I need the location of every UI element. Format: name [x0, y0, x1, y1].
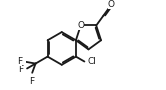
Text: O: O	[108, 0, 115, 9]
Text: O: O	[77, 21, 84, 30]
Text: F: F	[29, 77, 34, 86]
Text: F: F	[17, 57, 22, 66]
Text: Cl: Cl	[87, 57, 96, 66]
Text: F: F	[19, 65, 24, 74]
